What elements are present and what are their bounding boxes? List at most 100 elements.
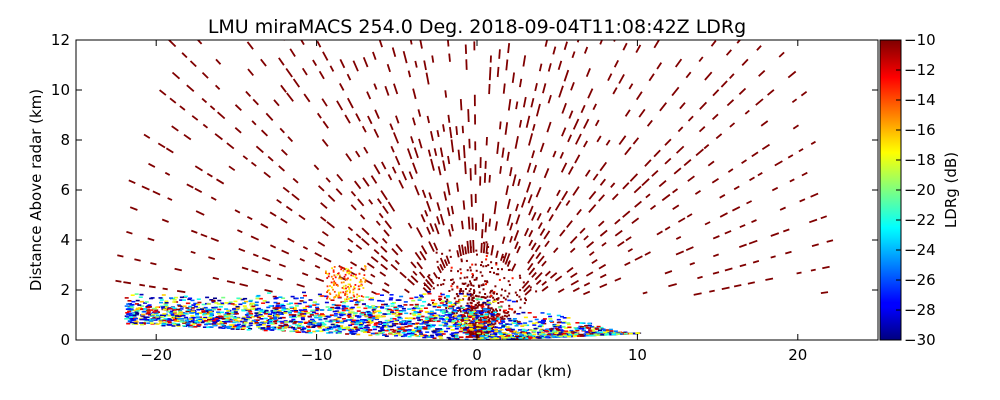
ldr-cell xyxy=(230,325,235,327)
ldr-cell xyxy=(468,324,473,326)
ldr-cell xyxy=(334,282,337,284)
ldr-cell xyxy=(382,334,386,336)
ldr-cell xyxy=(549,331,554,334)
ldr-cell xyxy=(269,317,274,319)
ldr-cell xyxy=(390,145,395,153)
ldr-cell xyxy=(403,335,408,337)
ldr-cell xyxy=(493,314,498,317)
ldr-cell xyxy=(273,297,278,300)
ldr-cell xyxy=(577,335,582,337)
ldr-cell xyxy=(626,332,631,335)
ldr-cell xyxy=(127,319,132,322)
ldr-cell xyxy=(221,327,226,329)
ldr-cell xyxy=(502,332,507,334)
ldr-cell xyxy=(370,175,378,184)
ldr-cell xyxy=(254,315,259,317)
ldr-cell xyxy=(203,316,208,319)
ldr-cell xyxy=(544,330,549,332)
ldr-cell xyxy=(210,196,217,201)
ldr-cell xyxy=(504,122,509,135)
ldr-cell xyxy=(332,269,335,272)
ldr-cell xyxy=(372,332,377,335)
ldr-cell xyxy=(416,330,421,332)
ldr-cell xyxy=(281,297,286,299)
ldr-cell xyxy=(471,276,474,279)
ldr-cell xyxy=(445,295,450,297)
ldr-cell xyxy=(530,97,535,108)
ldr-cell xyxy=(362,329,367,331)
ldr-cell xyxy=(450,305,455,308)
ldr-cell xyxy=(145,306,150,309)
ldr-cell xyxy=(153,312,158,314)
ldr-cell xyxy=(234,319,239,322)
ldr-cell xyxy=(129,321,134,324)
ldr-cell xyxy=(432,314,437,317)
ldr-cell xyxy=(326,277,329,279)
ldr-cell xyxy=(197,320,202,322)
ldr-cell xyxy=(188,324,193,327)
ldr-cell xyxy=(439,309,444,311)
ldr-cell xyxy=(624,261,631,267)
ldr-cell xyxy=(347,269,350,272)
ldr-cell xyxy=(297,302,302,305)
ldr-cell xyxy=(312,59,318,67)
ldr-cell xyxy=(649,204,657,211)
ldr-cell xyxy=(516,300,518,303)
ldr-cell xyxy=(556,314,561,317)
ldr-cell xyxy=(454,303,457,306)
ldr-cell xyxy=(695,148,704,157)
ldr-cell xyxy=(480,284,483,287)
ldr-cell xyxy=(353,180,362,190)
ldr-cell xyxy=(332,278,334,280)
ldr-cell xyxy=(547,94,552,104)
ldr-cell xyxy=(484,293,487,295)
ldr-cell xyxy=(474,322,477,325)
ldr-cell xyxy=(330,323,335,326)
ldr-cell xyxy=(368,314,373,317)
ldr-cell xyxy=(207,318,211,321)
ldr-cell xyxy=(127,310,132,313)
ldr-cell xyxy=(359,214,366,220)
ldr-cell xyxy=(479,271,482,274)
ldr-cell xyxy=(275,311,280,314)
ldr-cell xyxy=(536,212,542,221)
ldr-cell xyxy=(605,329,610,331)
ldr-cell xyxy=(273,320,278,323)
ldr-cell xyxy=(478,303,480,306)
ldr-cell xyxy=(159,89,167,96)
ldr-cell xyxy=(596,332,601,334)
ldr-cell xyxy=(407,70,412,78)
ldr-cell xyxy=(301,315,306,317)
ldr-cell xyxy=(445,316,450,319)
ldr-cell xyxy=(425,318,430,320)
ldr-cell xyxy=(414,60,418,68)
ldr-cell xyxy=(338,277,341,280)
ldr-cell xyxy=(302,307,307,309)
ldr-cell xyxy=(384,335,389,337)
ldr-cell xyxy=(450,304,455,306)
ldr-cell xyxy=(518,119,523,128)
ldr-cell xyxy=(398,334,403,336)
ldr-cell xyxy=(333,325,338,328)
ldr-cell xyxy=(450,334,455,337)
ldr-cell xyxy=(422,336,427,339)
ldr-cell xyxy=(482,243,486,254)
ldr-cell xyxy=(465,308,468,311)
ldr-cell xyxy=(541,321,546,324)
ldr-cell xyxy=(731,206,741,212)
ldr-cell xyxy=(447,114,451,123)
ldr-cell xyxy=(304,321,309,324)
ldr-cell xyxy=(453,297,456,300)
ldr-cell xyxy=(422,287,431,295)
ldr-cell xyxy=(482,329,487,332)
ldr-cell xyxy=(478,324,483,326)
ldr-cell xyxy=(284,323,289,326)
ldr-cell xyxy=(368,199,374,205)
ldr-cell xyxy=(462,310,467,312)
ldr-cell xyxy=(134,323,139,325)
ldr-cell xyxy=(358,326,362,329)
ldr-cell xyxy=(436,284,439,287)
ldr-cell xyxy=(479,331,482,334)
ldr-cell xyxy=(377,310,382,312)
ldr-cell xyxy=(292,177,299,184)
